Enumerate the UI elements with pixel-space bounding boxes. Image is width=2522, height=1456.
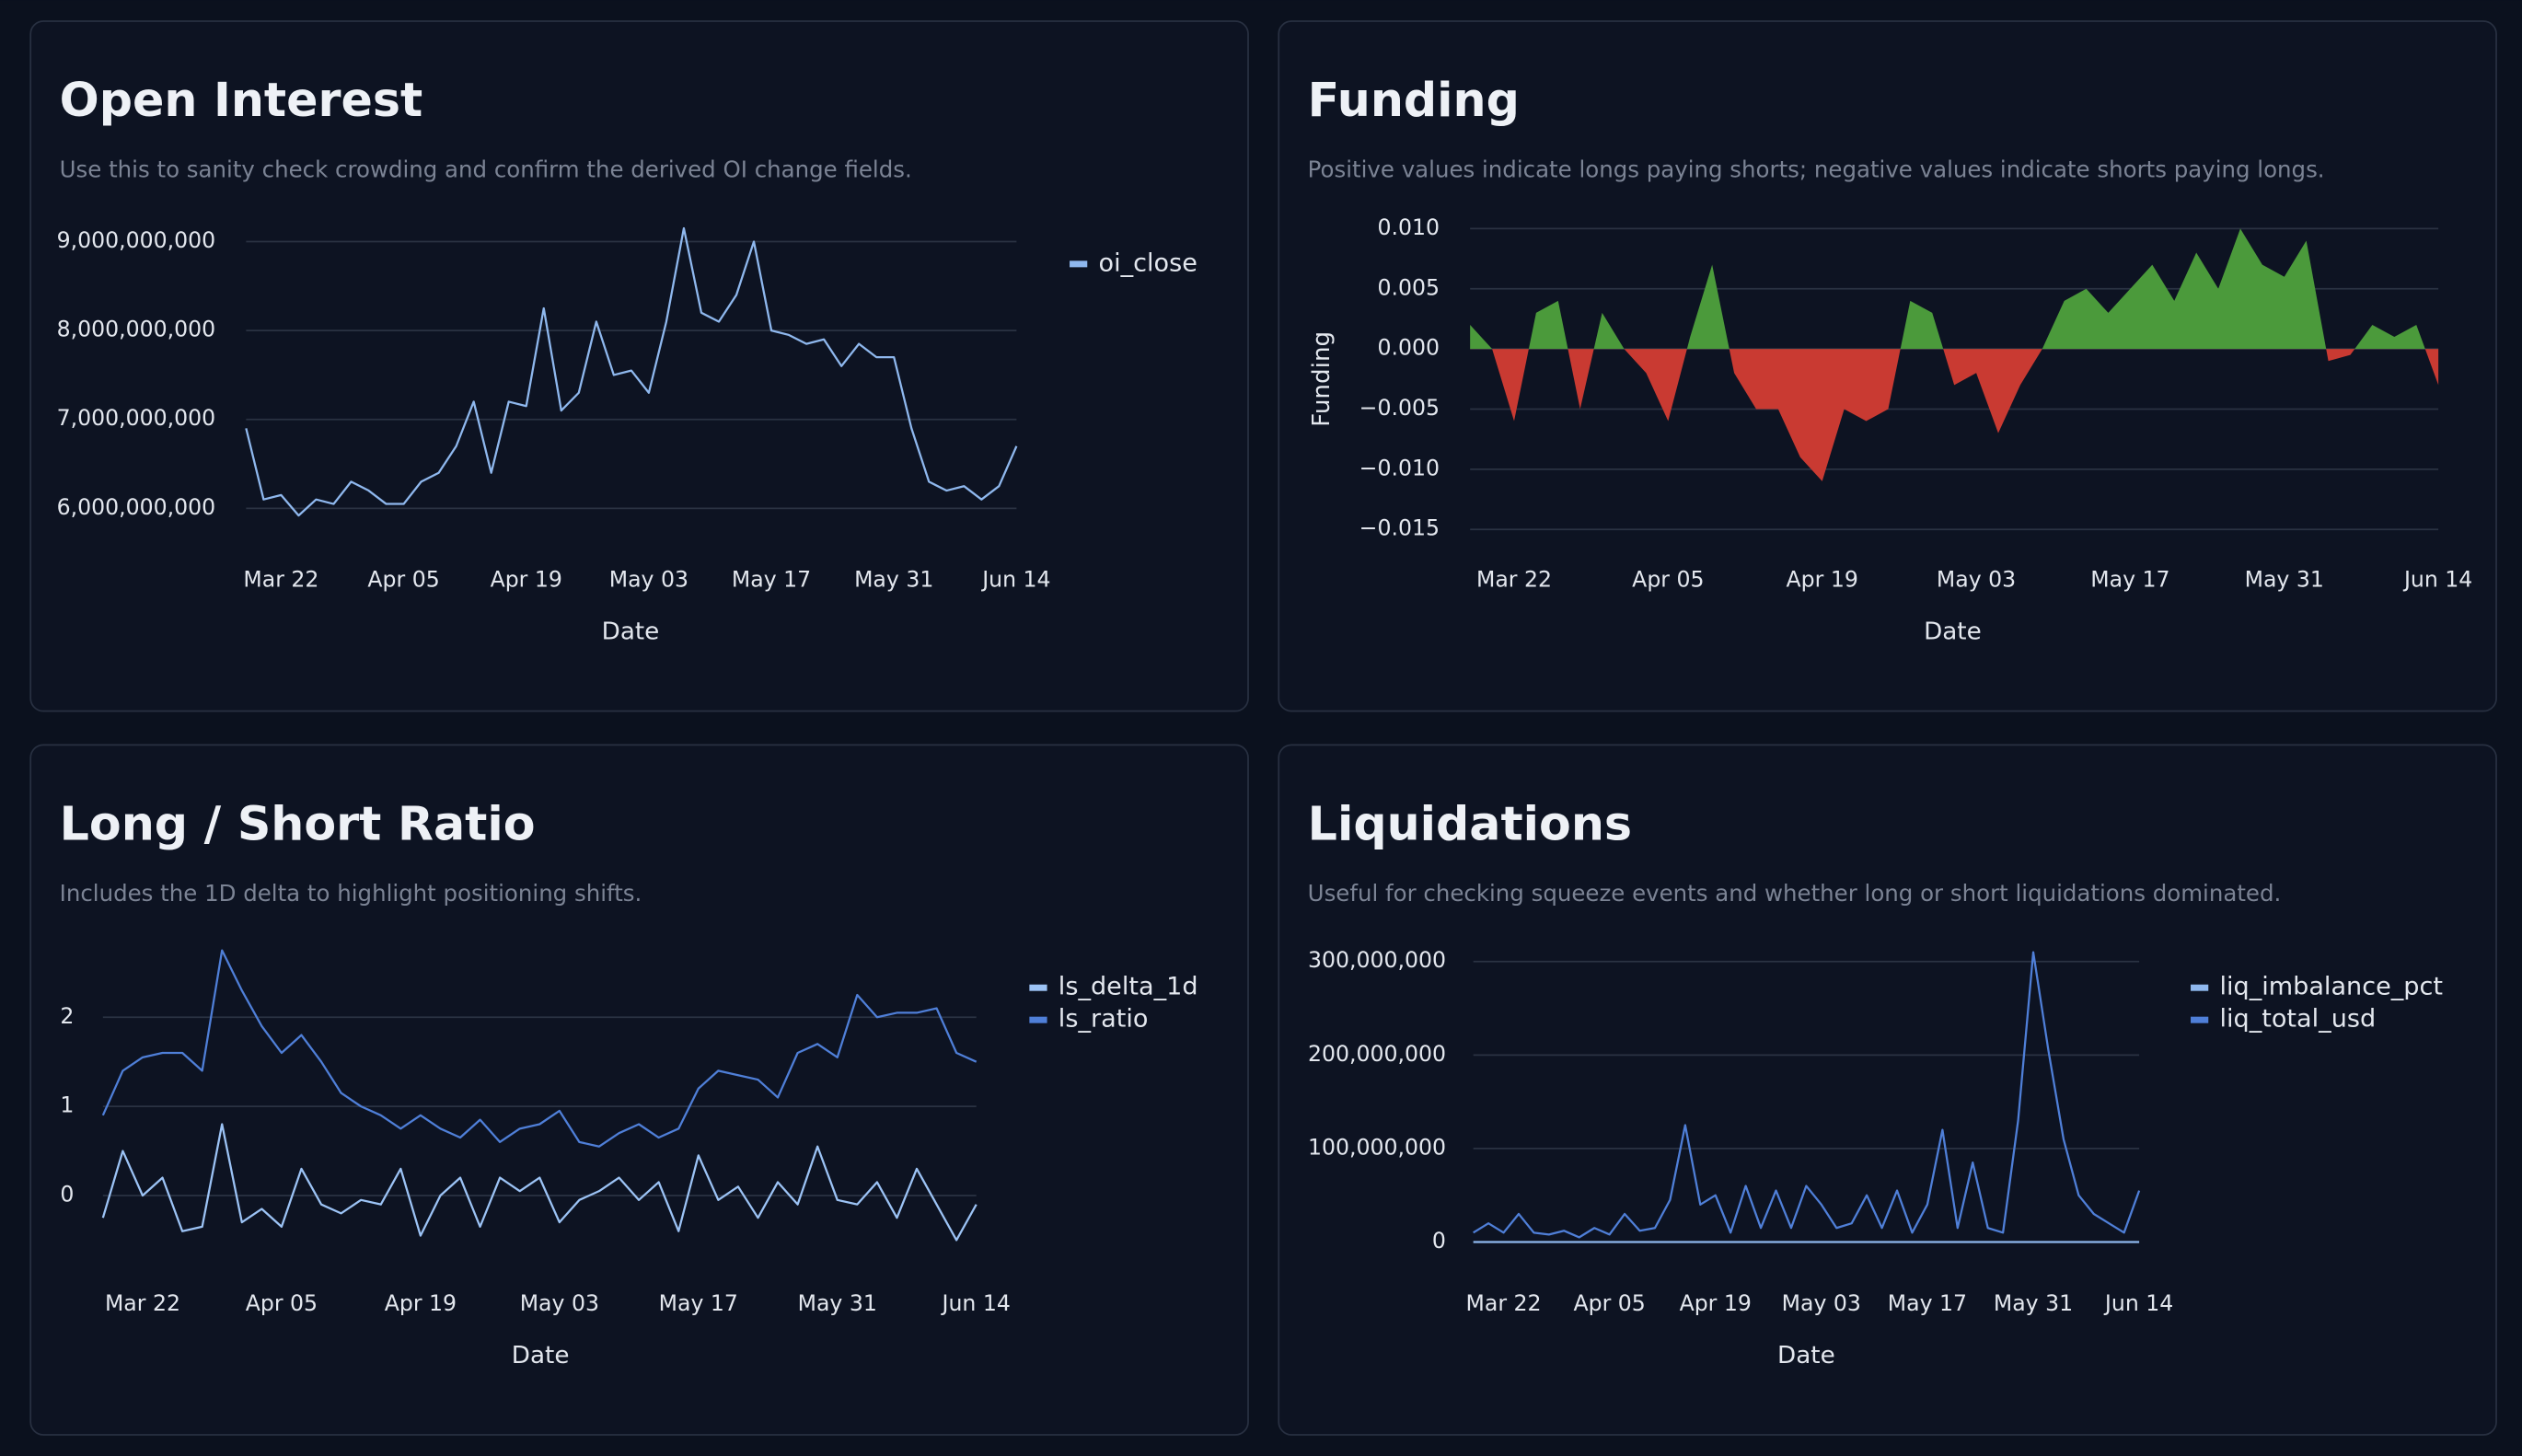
y-tick-label: 0.000 bbox=[1377, 335, 1440, 361]
y-tick-label: 0 bbox=[1432, 1228, 1446, 1254]
y-tick-label: 200,000,000 bbox=[1308, 1041, 1446, 1067]
chart-title: Funding bbox=[1308, 73, 1520, 127]
legend-label: liq_imbalance_pct bbox=[2219, 973, 2443, 1001]
x-axis-title: Date bbox=[1777, 1342, 1835, 1369]
series-line bbox=[101, 1123, 978, 1242]
x-tick-label: Apr 05 bbox=[367, 567, 439, 593]
negative-area bbox=[1492, 349, 2439, 481]
y-tick-label: 300,000,000 bbox=[1308, 947, 1446, 973]
y-tick-label: 100,000,000 bbox=[1308, 1134, 1446, 1160]
x-tick-label: Mar 22 bbox=[1466, 1290, 1542, 1316]
chart-subtitle: Positive values indicate longs paying sh… bbox=[1308, 156, 2325, 183]
x-tick-label: Jun 14 bbox=[980, 567, 1050, 593]
x-tick-label: May 31 bbox=[1994, 1290, 2073, 1316]
panel bbox=[1278, 744, 2497, 1436]
y-tick-label: 8,000,000,000 bbox=[57, 317, 215, 342]
x-tick-label: May 03 bbox=[609, 567, 688, 593]
chart-title: Liquidations bbox=[1308, 796, 1632, 850]
legend-label: oi_close bbox=[1099, 248, 1197, 277]
x-axis-title: Date bbox=[512, 1342, 570, 1369]
legend-swatch bbox=[2191, 984, 2209, 991]
x-tick-label: May 17 bbox=[2090, 567, 2169, 593]
panel bbox=[29, 744, 1249, 1436]
chart-subtitle: Useful for checking squeeze events and w… bbox=[1308, 880, 2282, 907]
y-axis-title: Funding bbox=[1308, 331, 1336, 427]
y-tick-label: −0.005 bbox=[1359, 395, 1440, 421]
y-tick-label: 7,000,000,000 bbox=[57, 405, 215, 431]
y-tick-label: 6,000,000,000 bbox=[57, 494, 215, 520]
x-tick-label: May 17 bbox=[732, 567, 811, 593]
x-tick-label: May 17 bbox=[1888, 1290, 1967, 1316]
chart-title: Long / Short Ratio bbox=[60, 796, 536, 850]
chart-subtitle: Use this to sanity check crowding and co… bbox=[60, 156, 912, 183]
x-tick-label: May 31 bbox=[2245, 567, 2324, 593]
y-tick-label: 9,000,000,000 bbox=[57, 227, 215, 253]
x-axis-title: Date bbox=[1924, 618, 1982, 646]
x-tick-label: May 17 bbox=[659, 1290, 738, 1316]
x-tick-label: Jun 14 bbox=[2103, 1290, 2173, 1316]
y-tick-label: 0.005 bbox=[1377, 274, 1440, 300]
chart-title: Open Interest bbox=[60, 73, 423, 127]
x-tick-label: Apr 19 bbox=[1787, 567, 1858, 593]
legend-swatch bbox=[2191, 1016, 2209, 1023]
x-tick-label: May 31 bbox=[798, 1290, 877, 1316]
x-tick-label: Mar 22 bbox=[1476, 567, 1552, 593]
legend-swatch bbox=[1029, 984, 1047, 991]
x-tick-label: Apr 19 bbox=[385, 1290, 457, 1316]
y-tick-label: 0.010 bbox=[1377, 214, 1440, 240]
x-tick-label: Jun 14 bbox=[941, 1290, 1011, 1316]
x-axis-title: Date bbox=[602, 618, 660, 646]
series-line bbox=[1473, 951, 2141, 1239]
x-tick-label: Apr 19 bbox=[1680, 1290, 1752, 1316]
y-tick-label: 0 bbox=[60, 1181, 74, 1207]
x-tick-label: May 03 bbox=[1937, 567, 2016, 593]
x-tick-label: May 31 bbox=[854, 567, 933, 593]
x-tick-label: Mar 22 bbox=[105, 1290, 180, 1316]
x-tick-label: Apr 05 bbox=[1632, 567, 1704, 593]
panel bbox=[29, 20, 1249, 712]
legend-label: ls_ratio bbox=[1059, 1005, 1149, 1034]
y-tick-label: 2 bbox=[60, 1003, 74, 1029]
legend-swatch bbox=[1070, 260, 1088, 268]
x-tick-label: May 03 bbox=[1782, 1290, 1861, 1316]
x-tick-label: Apr 05 bbox=[1573, 1290, 1645, 1316]
y-tick-label: 1 bbox=[60, 1092, 74, 1118]
series-line bbox=[245, 226, 1018, 517]
x-tick-label: Apr 19 bbox=[491, 567, 562, 593]
x-tick-label: Mar 22 bbox=[243, 567, 318, 593]
legend-label: liq_total_usd bbox=[2219, 1005, 2376, 1034]
y-tick-label: −0.015 bbox=[1359, 515, 1440, 541]
legend-label: ls_delta_1d bbox=[1059, 973, 1198, 1001]
series-line bbox=[101, 949, 978, 1148]
x-tick-label: Jun 14 bbox=[2402, 567, 2472, 593]
x-tick-label: May 03 bbox=[520, 1290, 599, 1316]
positive-area bbox=[1470, 228, 2439, 350]
legend-swatch bbox=[1029, 1016, 1047, 1023]
chart-subtitle: Includes the 1D delta to highlight posit… bbox=[60, 880, 642, 907]
y-tick-label: −0.010 bbox=[1359, 455, 1440, 480]
x-tick-label: Apr 05 bbox=[246, 1290, 318, 1316]
